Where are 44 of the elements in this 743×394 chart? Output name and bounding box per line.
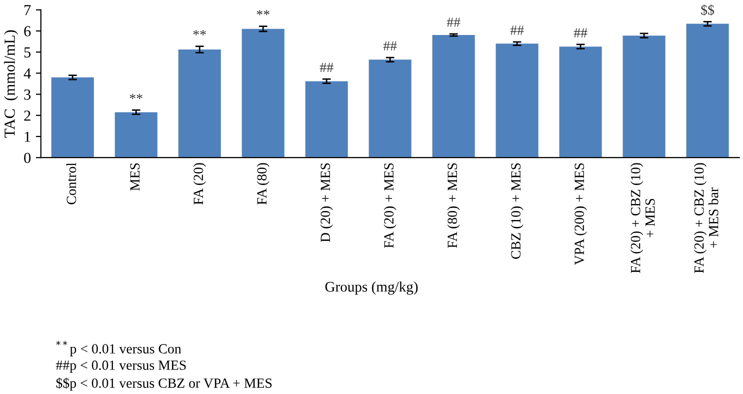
x-tick-label: FA (20) + CBZ (10) + MES — [630, 163, 655, 274]
y-tick-label: 0 — [24, 152, 31, 164]
y-tick-label: 5 — [24, 47, 31, 58]
x-tick-label: VPA (200) + MES — [574, 163, 587, 265]
x-tick-label: Control — [66, 162, 76, 204]
bar — [368, 60, 412, 158]
bar — [496, 44, 538, 158]
annotation: $$ — [701, 4, 714, 16]
text: $^{**}$p < 0.01 versus Con — [56, 340, 182, 356]
x-tick-label: D (20) + MES — [320, 163, 333, 242]
bar — [559, 46, 602, 158]
y-tick-label: 6 — [24, 26, 31, 36]
annotation: ** — [130, 94, 142, 99]
annotation: ## — [574, 28, 588, 38]
text: ##p < 0.01 versus MES — [56, 360, 186, 373]
annotation: ** — [256, 10, 270, 16]
x-tick-label: MES — [130, 163, 140, 191]
annotation: ## — [383, 41, 397, 50]
bar — [51, 77, 94, 158]
bar — [114, 112, 158, 158]
x-axis-title: Groups (mg/kg) — [325, 281, 418, 295]
x-tick-label: CBZ (10) + MES — [510, 163, 524, 259]
x-tick-label: FA (20) — [193, 163, 206, 205]
y-tick-label: 3 — [24, 89, 31, 100]
x-tick-label: FA (20) + MES — [384, 163, 396, 248]
bar — [432, 34, 475, 158]
bar — [305, 81, 348, 158]
bar — [178, 50, 221, 158]
text: $$p < 0.01 versus CBZ or VPA + MES — [56, 378, 272, 391]
annotation: ## — [446, 18, 460, 27]
y-axis-title: TAC (mmol/mL) — [4, 30, 18, 138]
bar — [686, 24, 729, 158]
x-tick-label: FA (80) + MES — [447, 163, 460, 248]
y-tick-label: 4 — [24, 68, 31, 78]
bar — [242, 28, 284, 158]
bar — [622, 36, 666, 158]
y-tick-label: 7 — [24, 5, 31, 16]
annotation: ** — [193, 30, 206, 36]
x-tick-label: FA (80) — [256, 163, 270, 205]
annotation: ## — [320, 62, 334, 72]
annotation: ## — [510, 26, 524, 35]
y-tick-label: 1 — [24, 132, 30, 142]
y-tick-label: 2 — [24, 110, 30, 121]
x-tick-label: FA (20) + CBZ (10) + MES bar — [694, 163, 718, 274]
